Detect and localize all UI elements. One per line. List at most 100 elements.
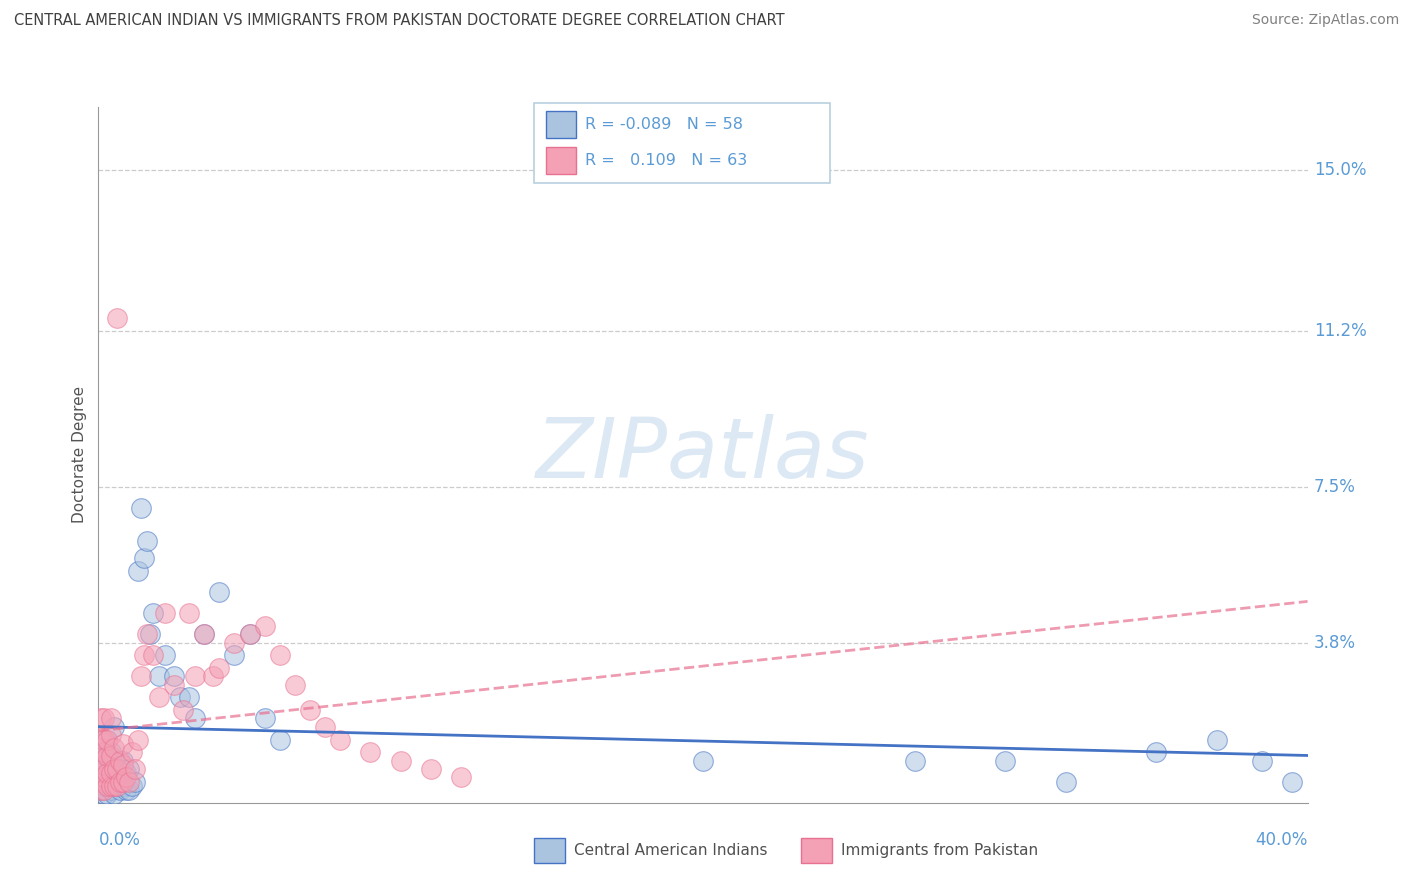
Text: 40.0%: 40.0% xyxy=(1256,830,1308,848)
Point xyxy=(93,779,115,793)
Text: 3.8%: 3.8% xyxy=(1313,633,1355,651)
Point xyxy=(100,728,122,742)
Point xyxy=(184,711,207,725)
Point xyxy=(93,732,115,747)
Point xyxy=(96,749,118,764)
Point xyxy=(111,779,134,793)
Point xyxy=(100,783,122,797)
Point xyxy=(100,779,122,793)
Point xyxy=(135,534,157,549)
Point xyxy=(90,728,112,742)
Point xyxy=(224,635,246,649)
Point xyxy=(148,669,170,683)
Point xyxy=(127,564,149,578)
Point xyxy=(169,690,191,705)
Text: Immigrants from Pakistan: Immigrants from Pakistan xyxy=(841,844,1038,858)
Point xyxy=(100,745,122,759)
Point xyxy=(93,766,115,780)
Point xyxy=(114,766,136,780)
Point xyxy=(202,669,225,683)
Point xyxy=(239,627,262,641)
Point xyxy=(96,788,118,802)
Point xyxy=(153,648,176,663)
Point xyxy=(93,771,115,785)
Text: ZIPatlas: ZIPatlas xyxy=(536,415,870,495)
Point xyxy=(93,757,115,772)
Point xyxy=(100,766,122,780)
Point xyxy=(90,766,112,780)
Text: 15.0%: 15.0% xyxy=(1313,161,1367,179)
Point xyxy=(111,774,134,789)
Point xyxy=(193,627,215,641)
Point xyxy=(124,762,146,776)
Point xyxy=(108,762,131,776)
Text: 11.2%: 11.2% xyxy=(1313,321,1367,340)
Text: 7.5%: 7.5% xyxy=(1313,477,1355,496)
Point xyxy=(111,754,134,768)
Point xyxy=(139,627,162,641)
Point xyxy=(90,754,112,768)
Point xyxy=(1206,732,1229,747)
Point xyxy=(360,745,382,759)
Point xyxy=(253,711,276,725)
Point xyxy=(105,762,128,776)
Point xyxy=(93,745,115,759)
Point xyxy=(1281,774,1303,789)
Point xyxy=(103,741,125,756)
Point xyxy=(90,783,112,797)
Point xyxy=(96,779,118,793)
Point xyxy=(90,774,112,789)
Point xyxy=(129,669,152,683)
Point xyxy=(269,648,291,663)
Point xyxy=(121,745,143,759)
Point xyxy=(269,732,291,747)
Point xyxy=(100,749,122,764)
Point xyxy=(114,771,136,785)
Point xyxy=(692,754,714,768)
Point xyxy=(90,774,112,789)
Point xyxy=(224,648,246,663)
Point xyxy=(108,754,131,768)
Point xyxy=(103,754,125,768)
Point xyxy=(118,774,141,789)
Point xyxy=(193,627,215,641)
Point xyxy=(105,310,128,325)
Point xyxy=(111,737,134,751)
Point xyxy=(314,720,336,734)
Point xyxy=(132,551,155,566)
Point xyxy=(100,711,122,725)
Text: 0.0%: 0.0% xyxy=(98,830,141,848)
Point xyxy=(90,741,112,756)
Point xyxy=(389,754,412,768)
Point xyxy=(118,762,141,776)
Point xyxy=(96,774,118,789)
Point xyxy=(329,732,352,747)
Point xyxy=(419,762,441,776)
Point xyxy=(108,783,131,797)
Point xyxy=(239,627,262,641)
Point xyxy=(124,774,146,789)
Point xyxy=(208,661,231,675)
Point xyxy=(163,678,186,692)
Text: Source: ZipAtlas.com: Source: ZipAtlas.com xyxy=(1251,13,1399,28)
Text: R = -0.089   N = 58: R = -0.089 N = 58 xyxy=(585,118,742,132)
Point xyxy=(93,788,115,802)
Point xyxy=(904,754,927,768)
Point xyxy=(108,774,131,789)
Point xyxy=(105,779,128,793)
Point xyxy=(90,754,112,768)
Point xyxy=(96,732,118,747)
Point xyxy=(114,783,136,797)
Point xyxy=(93,783,115,797)
Point xyxy=(177,606,201,620)
Point xyxy=(103,720,125,734)
Point xyxy=(132,648,155,663)
Point xyxy=(1054,774,1077,789)
Point xyxy=(142,648,165,663)
Point xyxy=(299,703,322,717)
Point xyxy=(135,627,157,641)
Point xyxy=(93,711,115,725)
Point xyxy=(111,757,134,772)
Point xyxy=(103,774,125,789)
Point xyxy=(118,783,141,797)
